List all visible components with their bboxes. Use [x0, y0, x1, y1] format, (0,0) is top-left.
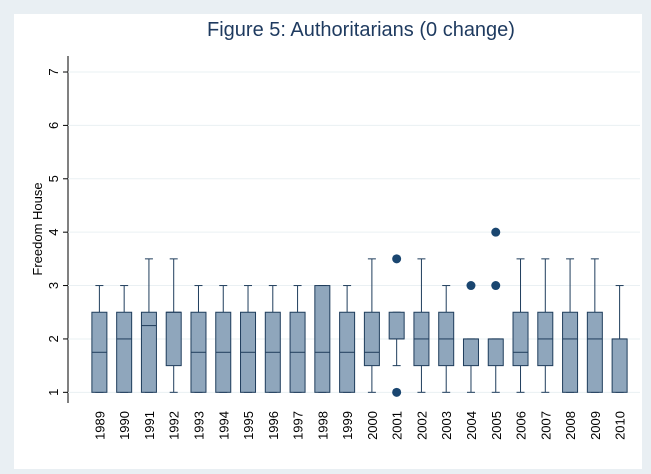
box [611, 338, 628, 393]
box [116, 311, 133, 393]
box [388, 311, 405, 340]
box [586, 311, 603, 393]
x-tick-label: 2001 [390, 411, 405, 440]
outlier [491, 281, 501, 291]
x-tick-label: 2010 [613, 411, 628, 440]
x-tick-label: 1994 [216, 411, 231, 440]
y-axis-label: Freedom House [30, 182, 45, 275]
x-tick-label: 1996 [266, 411, 281, 440]
chart-title: Figure 5: Authoritarians (0 change) [207, 19, 515, 41]
outlier [466, 281, 476, 291]
x-tick-label: 1995 [241, 411, 256, 440]
y-tick-label: 1 [46, 389, 61, 396]
y-tick-label: 6 [46, 122, 61, 129]
x-tick-label: 2006 [514, 411, 529, 440]
x-tick-label: 1997 [291, 411, 306, 440]
box [314, 285, 331, 393]
outlier [491, 227, 501, 237]
outlier [392, 387, 402, 397]
x-tick-label: 1993 [191, 411, 206, 440]
x-tick-label: 2000 [365, 411, 380, 440]
x-tick-label: 2009 [588, 411, 603, 440]
x-tick-label: 1990 [117, 411, 132, 440]
x-tick-label: 2007 [538, 411, 553, 440]
box [462, 338, 479, 367]
y-tick-label: 2 [46, 335, 61, 342]
x-tick-label: 1999 [340, 411, 355, 440]
y-tick-label: 7 [46, 68, 61, 75]
x-tick-label: 2008 [563, 411, 578, 440]
x-tick-label: 2005 [489, 411, 504, 440]
box [165, 311, 182, 367]
x-tick-label: 2003 [439, 411, 454, 440]
x-tick-label: 2002 [414, 411, 429, 440]
box [487, 338, 504, 367]
y-tick-label: 3 [46, 282, 61, 289]
box [512, 311, 529, 367]
x-tick-label: 1989 [92, 411, 107, 440]
y-tick-label: 5 [46, 175, 61, 182]
x-tick-label: 1992 [167, 411, 182, 440]
box [363, 311, 380, 367]
y-tick-label: 4 [46, 229, 61, 236]
x-tick-label: 1998 [315, 411, 330, 440]
outlier [392, 254, 402, 264]
plot-background [14, 14, 642, 469]
box [562, 311, 579, 393]
x-tick-label: 1991 [142, 411, 157, 440]
x-tick-label: 2004 [464, 411, 479, 440]
box [140, 311, 157, 393]
